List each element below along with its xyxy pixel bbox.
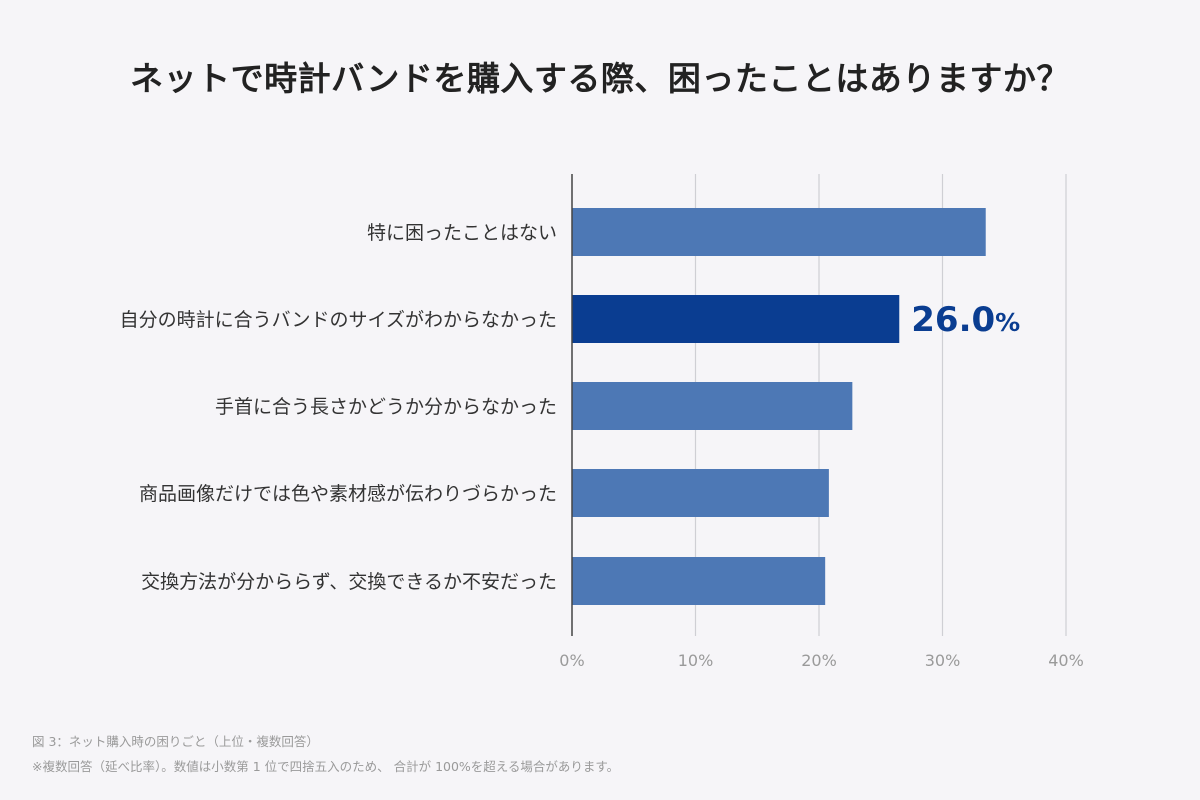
bar [572, 557, 826, 605]
footnote-text: ※複数回答（延べ比率）。数値は小数第 1 位で四捨五入のため、 合計が 100%… [32, 759, 620, 774]
bar [572, 208, 986, 256]
x-tick-label: 20% [801, 651, 837, 670]
category-label: 手首に合う長さかどうか分からなかった [215, 396, 557, 418]
highlight-value: 26.0 [911, 300, 995, 340]
bar [572, 382, 853, 430]
bar [572, 469, 829, 517]
x-tick-label: 10% [678, 651, 714, 670]
x-tick-label: 30% [925, 651, 961, 670]
highlight-unit: % [995, 308, 1020, 337]
x-tick-label: 40% [1048, 651, 1084, 670]
bar [572, 295, 900, 343]
figure-caption: 図 3：ネット購入時の困りごと（上位・複数回答） [32, 734, 319, 749]
category-label: 交換方法が分かららず、交換できるか不安だった [141, 571, 557, 593]
category-label: 特に困ったことはない [367, 222, 557, 244]
highlight-data-label: 26.0% [911, 300, 1020, 340]
x-tick-label: 0% [559, 651, 584, 670]
category-label: 商品画像だけでは色や素材感が伝わりづらかった [139, 483, 557, 505]
category-label: 自分の時計に合うバンドのサイズがわからなかった [120, 309, 557, 331]
chart-title: ネットで時計バンドを購入する際、困ったことはありますか？ [130, 59, 1070, 98]
